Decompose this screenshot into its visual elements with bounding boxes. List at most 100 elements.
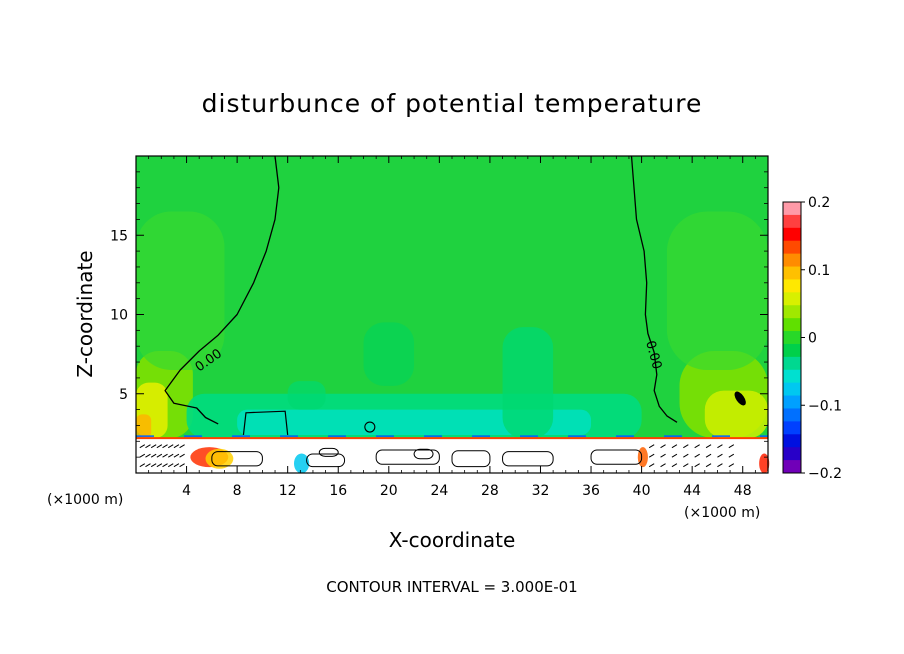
contour-label-right: 0.00 [642, 339, 664, 371]
colorbar-swatch [783, 447, 801, 461]
colorbar-tick-label: −0.2 [808, 466, 842, 482]
field-shade-patch [136, 211, 225, 370]
y-axis-ticks: 5 10 15 [110, 171, 768, 458]
colorbar-swatch [783, 305, 801, 319]
colorbar-swatch [783, 421, 801, 435]
surface-dash [156, 453, 163, 458]
surface-dash [179, 444, 185, 449]
contour-interval-note: CONTOUR INTERVAL = 3.000E-01 [326, 578, 577, 596]
zero-contour-right [630, 155, 678, 423]
surface-dash [694, 444, 700, 449]
x-tick-label: 28 [481, 483, 499, 499]
surface-dash [145, 444, 151, 449]
y-axis-label: Z-coordinate [73, 250, 97, 377]
field-shade-patch [704, 390, 768, 439]
colorbar-swatch [783, 318, 801, 332]
field-shade-patch [287, 381, 326, 410]
surface-dash [173, 453, 180, 458]
y-tick-label: 10 [110, 308, 128, 324]
colorbar-tick-label: 0.2 [808, 195, 830, 211]
field-shading [136, 211, 768, 439]
x-unit-label-left: (×1000 m) [47, 492, 123, 508]
surface-dash [717, 453, 723, 458]
surface-dash [683, 463, 689, 468]
zero-contours [164, 155, 746, 436]
colorbar-swatch [783, 369, 801, 384]
x-tick-label: 36 [582, 483, 600, 499]
surface-anomaly-blob [637, 447, 648, 468]
surface-dash [145, 453, 151, 458]
surface-contour-loop [413, 448, 434, 460]
surface-contour-loop [306, 453, 346, 468]
colorbar-swatch [783, 356, 801, 371]
surface-contour-loop [211, 451, 263, 467]
surface-dash [705, 453, 712, 458]
x-tick-label: 44 [683, 483, 701, 499]
surface-dash [717, 444, 723, 449]
surface-dash [728, 444, 735, 449]
x-tick-label: 16 [329, 483, 347, 499]
x-tick-label: 12 [279, 483, 297, 499]
x-tick-label: 20 [380, 483, 398, 499]
surface-contour-loop [318, 447, 339, 457]
surface-dash [139, 463, 146, 468]
surface-dash [179, 453, 185, 458]
surface-dash [648, 463, 655, 468]
field-shade-patch [136, 414, 152, 439]
x-tick-label: 4 [182, 483, 191, 499]
colorbar-tick-label: −0.1 [808, 398, 842, 414]
surface-dash [694, 463, 700, 468]
surface-dash [150, 444, 157, 449]
x-tick-label: 40 [633, 483, 651, 499]
colorbar-swatch [783, 460, 801, 474]
surface-dash [648, 453, 655, 458]
surface-dash [671, 463, 678, 468]
surface-contour-loop [451, 450, 491, 468]
surface-dash [683, 453, 689, 458]
x-axis-ticks: 4 8 12 16 20 24 28 32 36 40 44 48 [148, 156, 756, 499]
surface-dash [173, 463, 180, 468]
surface-dash [173, 444, 180, 449]
surface-anomaly-blob [294, 453, 310, 474]
surface-dash [156, 444, 163, 449]
surface-dash [694, 453, 700, 458]
colorbar-swatch [783, 331, 801, 345]
surface-dash [167, 463, 174, 468]
plot-area: 0.00 0.00 [135, 155, 770, 474]
zero-contour-small [242, 410, 289, 436]
colorbar-tick-label: 0 [808, 331, 817, 347]
surface-dash [139, 444, 146, 449]
x-axis-label: X-coordinate [389, 528, 516, 552]
surface-dash [167, 453, 174, 458]
colorbar-swatch [783, 266, 801, 280]
colorbar-swatch [783, 214, 801, 229]
y-tick-label: 5 [119, 387, 128, 403]
surface-dash [139, 453, 146, 458]
zero-contour-small-loop [364, 421, 376, 433]
colorbar-tick-label: 0.1 [808, 263, 830, 279]
surface-dash [150, 463, 157, 468]
x-tick-label: 48 [734, 483, 752, 499]
colorbar-ticks: 0.2 0.1 0 −0.1 −0.2 [801, 195, 842, 482]
field-shade-patch [502, 327, 554, 439]
colorbar-swatch [783, 343, 801, 358]
surface-dash [728, 453, 735, 458]
x-tick-label: 32 [532, 483, 550, 499]
surface-contour-loop [375, 449, 440, 465]
colorbar-swatch [783, 434, 801, 448]
x-tick-label: 8 [233, 483, 242, 499]
surface-dash [705, 444, 712, 449]
field-shade-patch [363, 322, 415, 386]
surface-anomaly-blob [205, 448, 234, 469]
surface-dash [705, 463, 712, 468]
surface-dash [728, 463, 735, 468]
colorbar-swatch [783, 382, 801, 397]
surface-dash [660, 453, 666, 458]
surface-dash [671, 444, 678, 449]
colorbar-swatch [783, 292, 801, 306]
colorbar-swatch [783, 395, 801, 409]
chart-title: disturbunce of potential temperature [202, 89, 703, 118]
colorbar-swatch [783, 240, 801, 255]
surface-dash [683, 444, 689, 449]
surface-dash [150, 453, 157, 458]
